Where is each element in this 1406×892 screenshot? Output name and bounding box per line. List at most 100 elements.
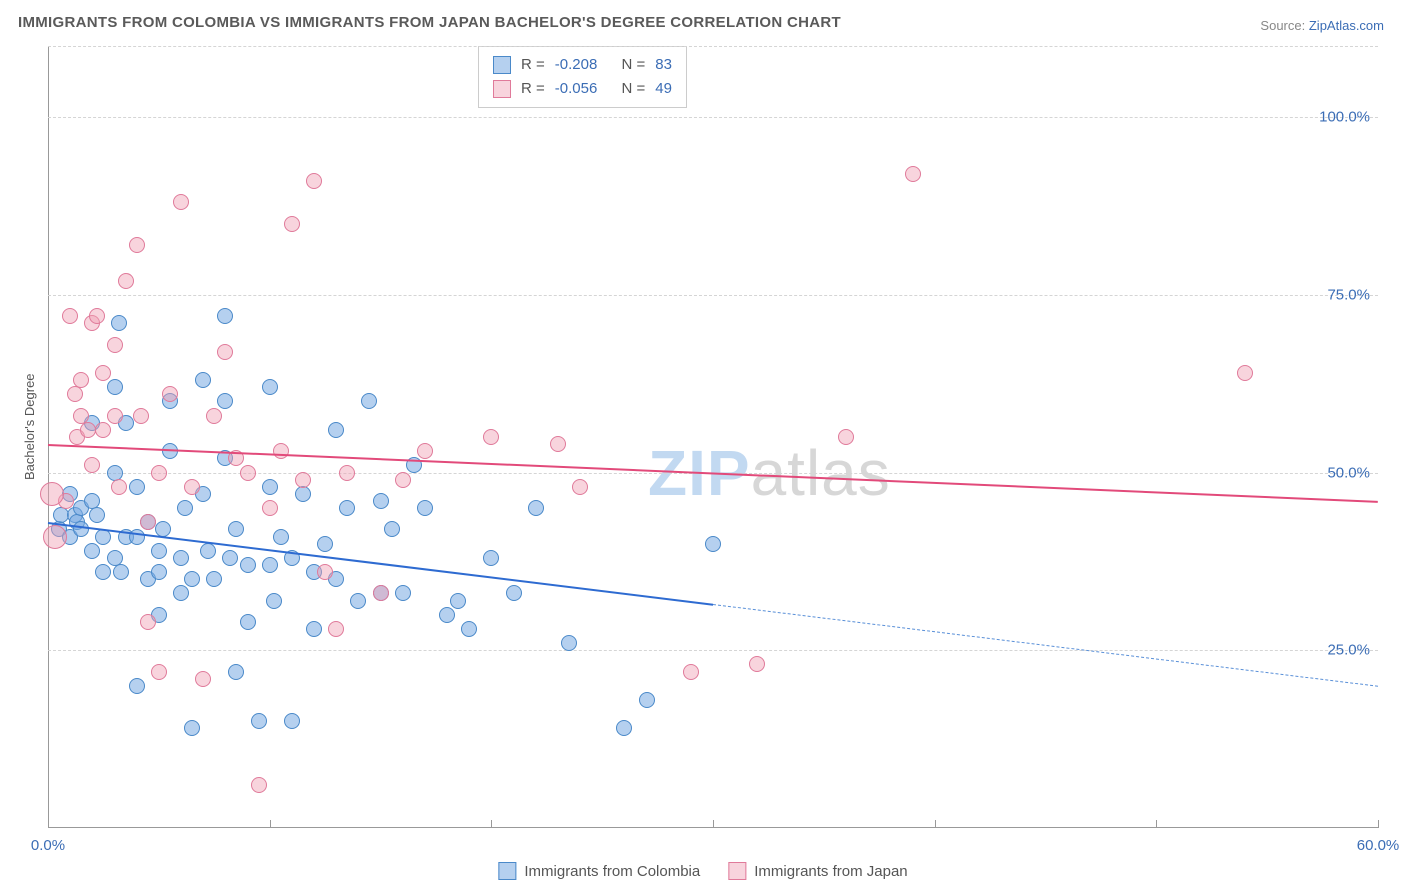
data-point xyxy=(111,479,127,495)
data-point xyxy=(177,500,193,516)
data-point xyxy=(184,720,200,736)
swatch-pink-icon xyxy=(493,80,511,98)
data-point xyxy=(62,308,78,324)
data-point xyxy=(749,656,765,672)
data-point xyxy=(95,365,111,381)
gridline xyxy=(48,117,1378,118)
data-point xyxy=(639,692,655,708)
data-point xyxy=(118,273,134,289)
data-point xyxy=(262,479,278,495)
data-point xyxy=(195,671,211,687)
legend-item-japan: Immigrants from Japan xyxy=(728,862,907,880)
data-point xyxy=(417,443,433,459)
data-point xyxy=(95,564,111,580)
y-tick-label: 25.0% xyxy=(1327,642,1370,659)
data-point xyxy=(107,337,123,353)
data-point xyxy=(107,408,123,424)
data-point xyxy=(273,443,289,459)
data-point xyxy=(206,571,222,587)
data-point xyxy=(80,422,96,438)
data-point xyxy=(616,720,632,736)
data-point xyxy=(200,543,216,559)
x-tick-mark xyxy=(713,820,714,828)
data-point xyxy=(151,543,167,559)
data-point xyxy=(439,607,455,623)
x-tick-label: 60.0% xyxy=(1357,837,1400,854)
data-point-large xyxy=(40,482,64,506)
data-point xyxy=(306,173,322,189)
data-point xyxy=(251,777,267,793)
data-point xyxy=(295,486,311,502)
data-point xyxy=(151,465,167,481)
trend-line xyxy=(713,604,1378,687)
data-point xyxy=(173,194,189,210)
data-point xyxy=(89,308,105,324)
legend-row-colombia: R = -0.208 N = 83 xyxy=(493,53,672,77)
data-point xyxy=(84,543,100,559)
data-point xyxy=(222,550,238,566)
data-point xyxy=(306,621,322,637)
data-point xyxy=(328,621,344,637)
data-point xyxy=(217,393,233,409)
data-point xyxy=(240,465,256,481)
data-point xyxy=(140,614,156,630)
data-point xyxy=(228,521,244,537)
x-tick-label: 0.0% xyxy=(31,837,65,854)
data-point xyxy=(173,550,189,566)
data-point xyxy=(528,500,544,516)
data-point xyxy=(384,521,400,537)
data-point xyxy=(228,664,244,680)
legend-item-colombia: Immigrants from Colombia xyxy=(498,862,700,880)
data-point xyxy=(838,429,854,445)
data-point xyxy=(111,315,127,331)
data-point xyxy=(361,393,377,409)
x-tick-mark xyxy=(48,820,49,828)
data-point xyxy=(89,507,105,523)
swatch-pink-icon xyxy=(728,862,746,880)
swatch-blue-icon xyxy=(493,56,511,74)
data-point xyxy=(373,585,389,601)
data-point xyxy=(339,500,355,516)
x-tick-mark xyxy=(270,820,271,828)
data-point xyxy=(140,514,156,530)
data-point xyxy=(461,621,477,637)
data-point xyxy=(905,166,921,182)
data-point xyxy=(417,500,433,516)
data-point xyxy=(266,593,282,609)
data-point xyxy=(173,585,189,601)
series-legend: Immigrants from Colombia Immigrants from… xyxy=(498,862,907,880)
chart-title: IMMIGRANTS FROM COLOMBIA VS IMMIGRANTS F… xyxy=(18,14,841,31)
y-tick-label: 75.0% xyxy=(1327,286,1370,303)
data-point xyxy=(151,564,167,580)
data-point xyxy=(284,713,300,729)
data-point xyxy=(151,664,167,680)
data-point xyxy=(184,571,200,587)
data-point xyxy=(550,436,566,452)
data-point xyxy=(217,344,233,360)
data-point xyxy=(129,237,145,253)
data-point xyxy=(67,386,83,402)
data-point xyxy=(683,664,699,680)
source-link[interactable]: ZipAtlas.com xyxy=(1309,18,1384,33)
data-point xyxy=(107,379,123,395)
data-point xyxy=(705,536,721,552)
legend-row-japan: R = -0.056 N = 49 xyxy=(493,77,672,101)
data-point xyxy=(262,557,278,573)
data-point xyxy=(483,550,499,566)
data-point xyxy=(129,529,145,545)
data-point xyxy=(129,678,145,694)
y-axis-label: Bachelor's Degree xyxy=(22,373,37,480)
data-point xyxy=(273,529,289,545)
gridline xyxy=(48,650,1378,651)
data-point xyxy=(317,564,333,580)
data-point xyxy=(84,457,100,473)
x-tick-mark xyxy=(491,820,492,828)
y-tick-label: 50.0% xyxy=(1327,464,1370,481)
source-attribution: Source: ZipAtlas.com xyxy=(1260,18,1384,33)
data-point xyxy=(373,493,389,509)
data-point xyxy=(262,500,278,516)
x-tick-mark xyxy=(1378,820,1379,828)
data-point xyxy=(572,479,588,495)
data-point xyxy=(240,557,256,573)
data-point xyxy=(395,585,411,601)
